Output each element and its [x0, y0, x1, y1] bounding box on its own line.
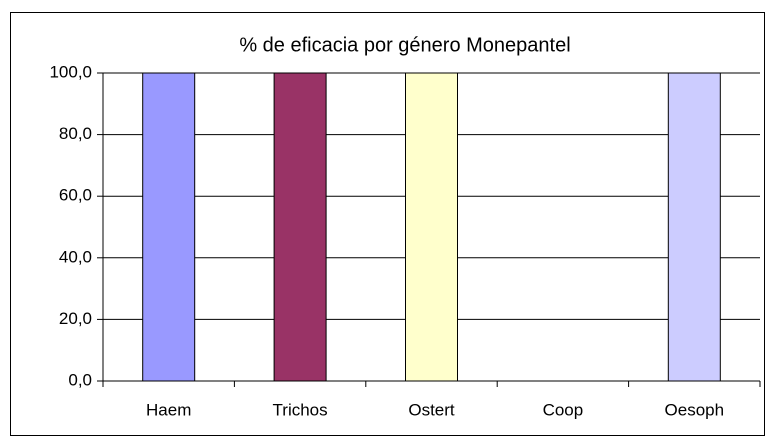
chart-border	[10, 12, 765, 436]
bar	[273, 72, 327, 382]
x-tick-label: Coop	[543, 400, 584, 419]
x-tick-label: Ostert	[408, 400, 455, 419]
y-tick-label: 0,0	[68, 370, 92, 389]
bar	[667, 72, 721, 382]
bar	[405, 72, 458, 382]
bar	[142, 72, 196, 382]
chart-title: % de eficacia por género Monepantel	[239, 34, 570, 56]
x-tick-label: Haem	[146, 400, 191, 419]
x-tick-label: Trichos	[273, 400, 328, 419]
y-tick-label: 60,0	[59, 186, 92, 205]
y-tick-label: 80,0	[59, 124, 92, 143]
y-tick-label: 20,0	[59, 309, 92, 328]
y-tick-label: 100,0	[49, 62, 92, 81]
y-tick-label: 40,0	[59, 247, 92, 266]
x-tick-label: Oesoph	[665, 400, 725, 419]
